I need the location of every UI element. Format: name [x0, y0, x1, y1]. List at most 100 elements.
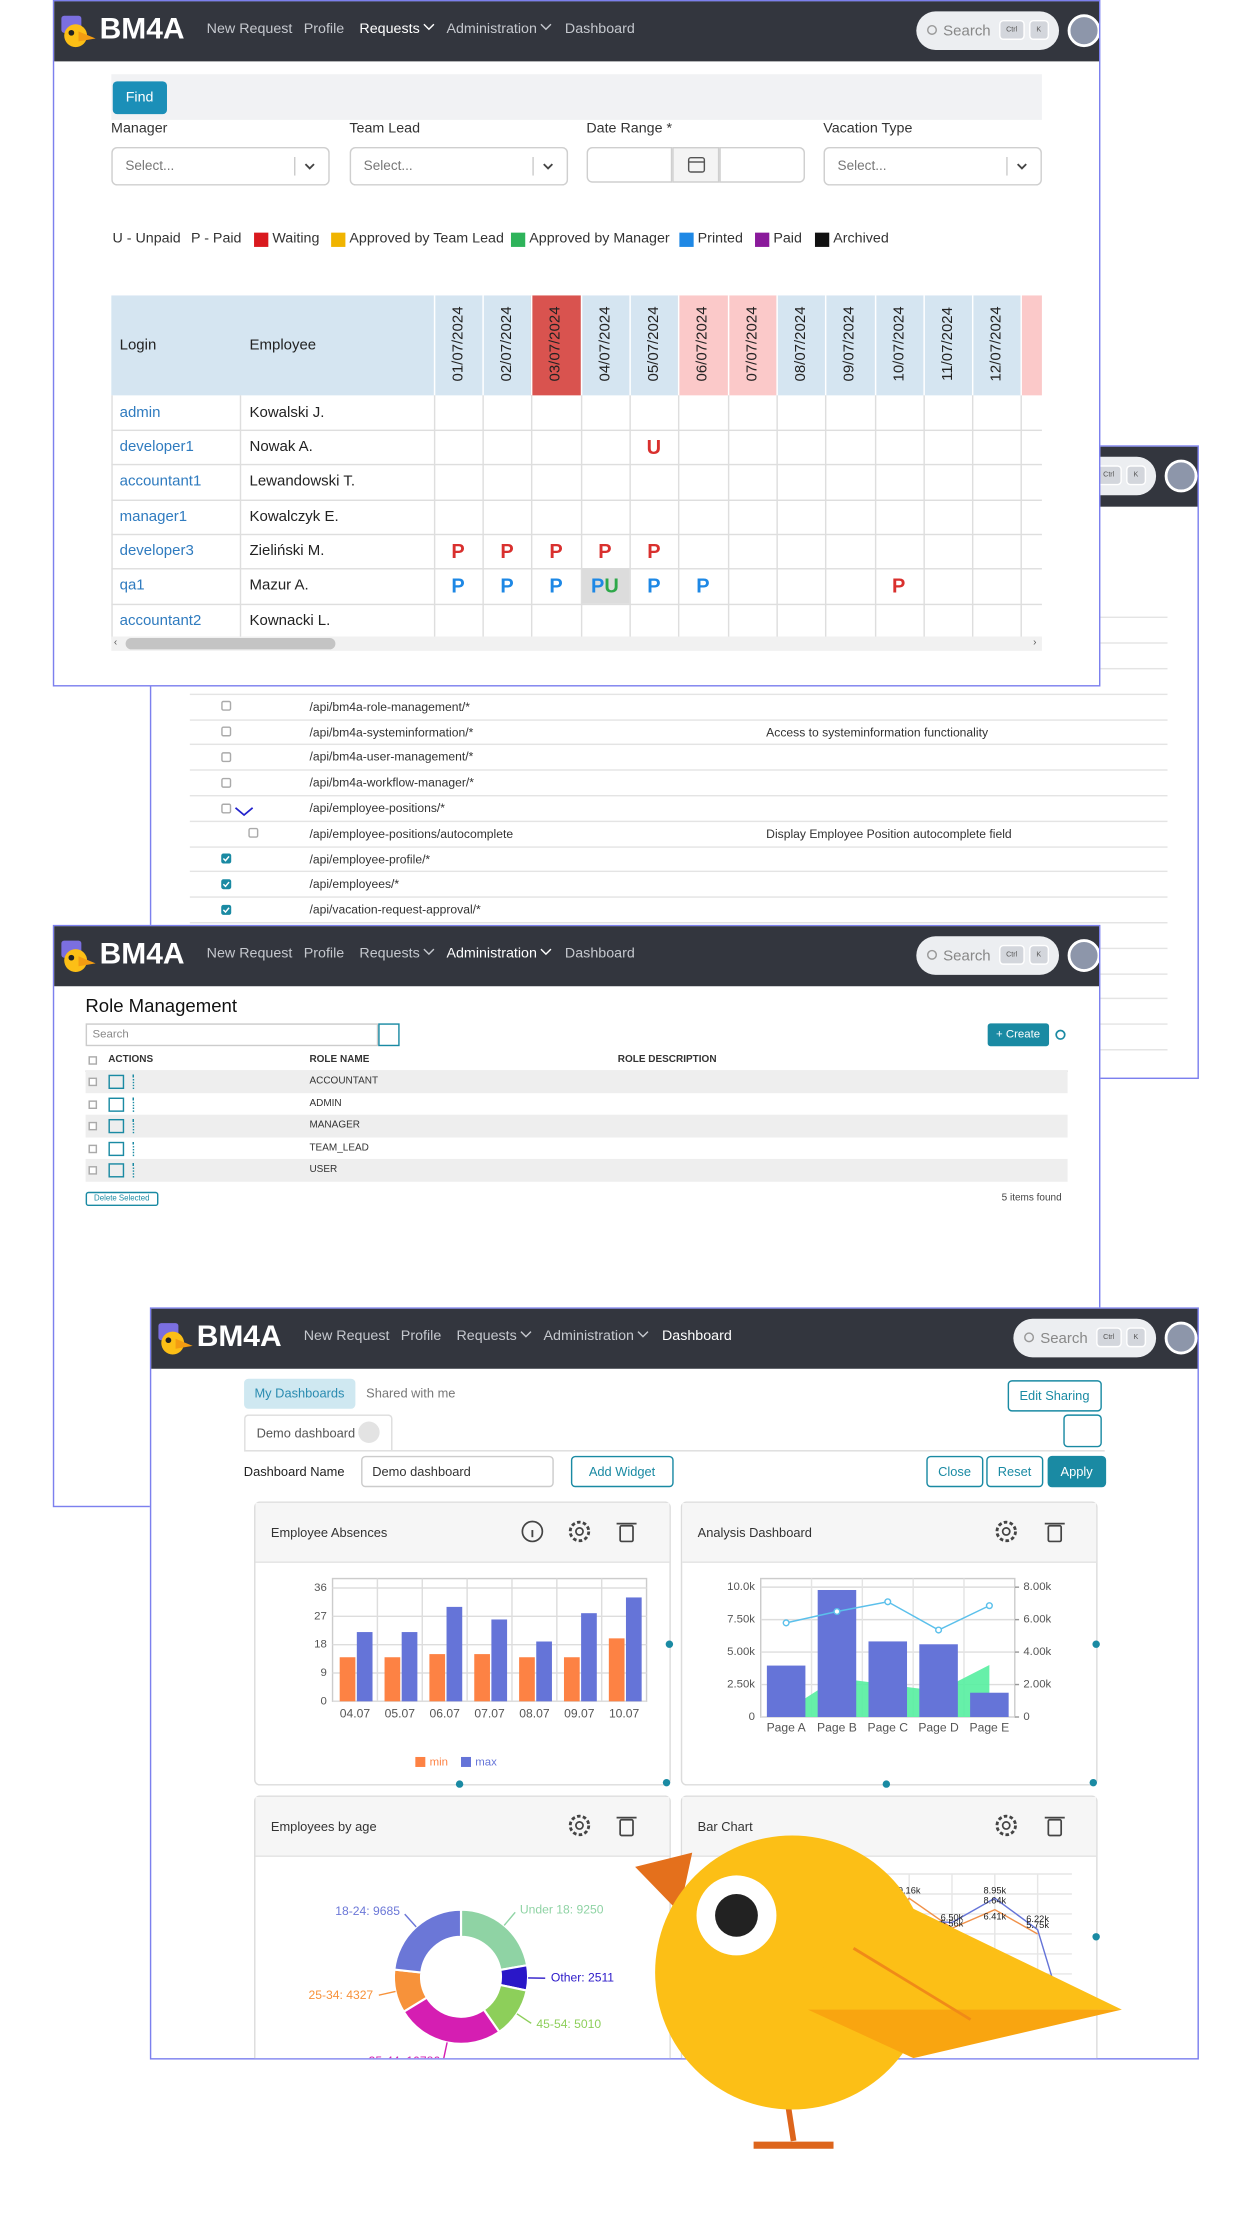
request-cell[interactable]: P — [629, 568, 678, 603]
date-input[interactable] — [719, 146, 805, 183]
nav-item[interactable]: New Request — [207, 945, 293, 965]
request-cell[interactable]: P — [580, 534, 629, 569]
permission-path: /api/bm4a-role-management/* — [309, 699, 470, 714]
select-box[interactable] — [823, 146, 1042, 186]
dashboard-tab[interactable] — [243, 1414, 393, 1450]
checkbox[interactable] — [220, 802, 231, 813]
action-button[interactable]: Reset — [985, 1455, 1044, 1487]
avatar[interactable] — [1067, 938, 1099, 972]
edit-button[interactable] — [108, 1097, 124, 1112]
request-cell[interactable]: P — [874, 568, 923, 603]
request-cell[interactable]: P — [483, 568, 532, 603]
nav-item[interactable]: Administration — [544, 1327, 650, 1347]
search-icon — [1023, 1332, 1034, 1343]
create-button[interactable]: + Create — [987, 1023, 1049, 1046]
request-cell[interactable]: P — [629, 534, 678, 569]
date-input[interactable] — [586, 146, 672, 183]
edit-sharing-button[interactable]: Edit Sharing — [1007, 1379, 1102, 1412]
date-header — [482, 295, 532, 396]
nav-item-text: Dashboard — [661, 1328, 732, 1345]
nav-item[interactable]: Dashboard — [565, 945, 635, 965]
bar — [384, 1656, 400, 1702]
request-cell[interactable]: P — [532, 534, 581, 569]
row-menu[interactable] — [132, 1118, 136, 1133]
nav-item[interactable]: Profile — [304, 20, 344, 40]
chevron-line — [520, 1330, 532, 1338]
login-link[interactable]: manager1 — [119, 507, 188, 525]
nav-item[interactable]: Dashboard — [662, 1327, 732, 1347]
checkbox[interactable] — [220, 701, 231, 712]
bar — [339, 1656, 356, 1702]
search-icon — [926, 24, 937, 35]
checkbox[interactable] — [220, 879, 231, 890]
request-cell[interactable]: U — [629, 430, 678, 465]
nav-item[interactable]: Profile — [304, 945, 344, 965]
search-button[interactable] — [377, 1023, 400, 1046]
row-checkbox[interactable] — [88, 1077, 97, 1086]
bar — [518, 1656, 535, 1702]
login-link[interactable]: admin — [119, 403, 161, 421]
nav-item[interactable]: Dashboard — [565, 20, 635, 40]
nav-item[interactable]: Requests — [456, 1327, 532, 1347]
tab-menu[interactable] — [357, 1421, 380, 1443]
login-link[interactable]: accountant1 — [119, 473, 202, 491]
checkbox[interactable] — [248, 828, 259, 839]
select-box[interactable] — [111, 146, 330, 186]
column-line — [111, 395, 113, 638]
nav-item[interactable]: Profile — [401, 1327, 441, 1347]
login-link[interactable]: developer3 — [119, 542, 194, 560]
delete-button[interactable]: Delete Selected — [85, 1191, 159, 1206]
edit-button[interactable] — [108, 1118, 124, 1133]
add-widget-button[interactable]: Add Widget — [570, 1455, 674, 1487]
login-link[interactable]: developer1 — [119, 438, 194, 456]
nav-item[interactable]: New Request — [304, 1327, 390, 1347]
nav-item[interactable]: Administration — [446, 945, 552, 965]
row-menu[interactable] — [132, 1097, 136, 1112]
login-link[interactable]: qa1 — [119, 577, 145, 595]
tab-active[interactable]: My Dashboards — [243, 1378, 356, 1409]
action-button[interactable]: Apply — [1047, 1455, 1106, 1487]
nav-item[interactable]: New Request — [207, 20, 293, 40]
column-line — [874, 395, 876, 638]
row-checkbox[interactable] — [88, 1165, 97, 1175]
checkbox[interactable] — [220, 904, 231, 915]
request-cell[interactable]: P — [532, 568, 581, 603]
checkbox[interactable] — [220, 853, 231, 864]
select-separator — [293, 156, 296, 176]
checkbox[interactable] — [220, 726, 231, 737]
nav-item[interactable]: Requests — [359, 20, 435, 40]
request-cell[interactable]: PU — [580, 568, 630, 604]
edit-button[interactable] — [108, 1162, 124, 1178]
checkbox[interactable] — [220, 777, 231, 788]
request-cell[interactable]: P — [434, 568, 483, 603]
search-input[interactable] — [85, 1023, 378, 1046]
action-button[interactable]: Close — [926, 1455, 984, 1487]
nav-item[interactable]: Requests — [359, 945, 435, 965]
request-cell[interactable]: P — [483, 534, 532, 569]
logo-shape — [161, 1331, 184, 1355]
column-line — [776, 395, 778, 638]
row-menu[interactable] — [132, 1141, 136, 1156]
row-checkbox[interactable] — [88, 1121, 97, 1131]
edit-button[interactable] — [108, 1141, 124, 1156]
row-menu[interactable] — [132, 1162, 136, 1178]
avatar[interactable] — [1164, 459, 1198, 493]
row-checkbox[interactable] — [88, 1100, 97, 1109]
tab[interactable]: Shared with me — [366, 1385, 456, 1400]
find-button[interactable]: Find — [112, 81, 167, 114]
login-link[interactable]: accountant2 — [119, 611, 202, 629]
row-checkbox[interactable] — [88, 1144, 97, 1153]
avatar[interactable] — [1164, 1321, 1198, 1355]
date-header — [678, 295, 728, 396]
checkbox[interactable] — [220, 752, 231, 763]
calendar-button[interactable] — [671, 146, 720, 183]
icon-button[interactable] — [1063, 1414, 1102, 1447]
avatar[interactable] — [1067, 14, 1099, 47]
edit-button[interactable] — [108, 1074, 124, 1089]
row-menu[interactable] — [132, 1074, 136, 1089]
name-input[interactable] — [360, 1455, 554, 1487]
nav-item[interactable]: Administration — [446, 20, 552, 40]
request-cell[interactable]: P — [678, 568, 727, 603]
request-cell[interactable]: P — [434, 534, 483, 569]
select-box[interactable] — [349, 146, 568, 186]
